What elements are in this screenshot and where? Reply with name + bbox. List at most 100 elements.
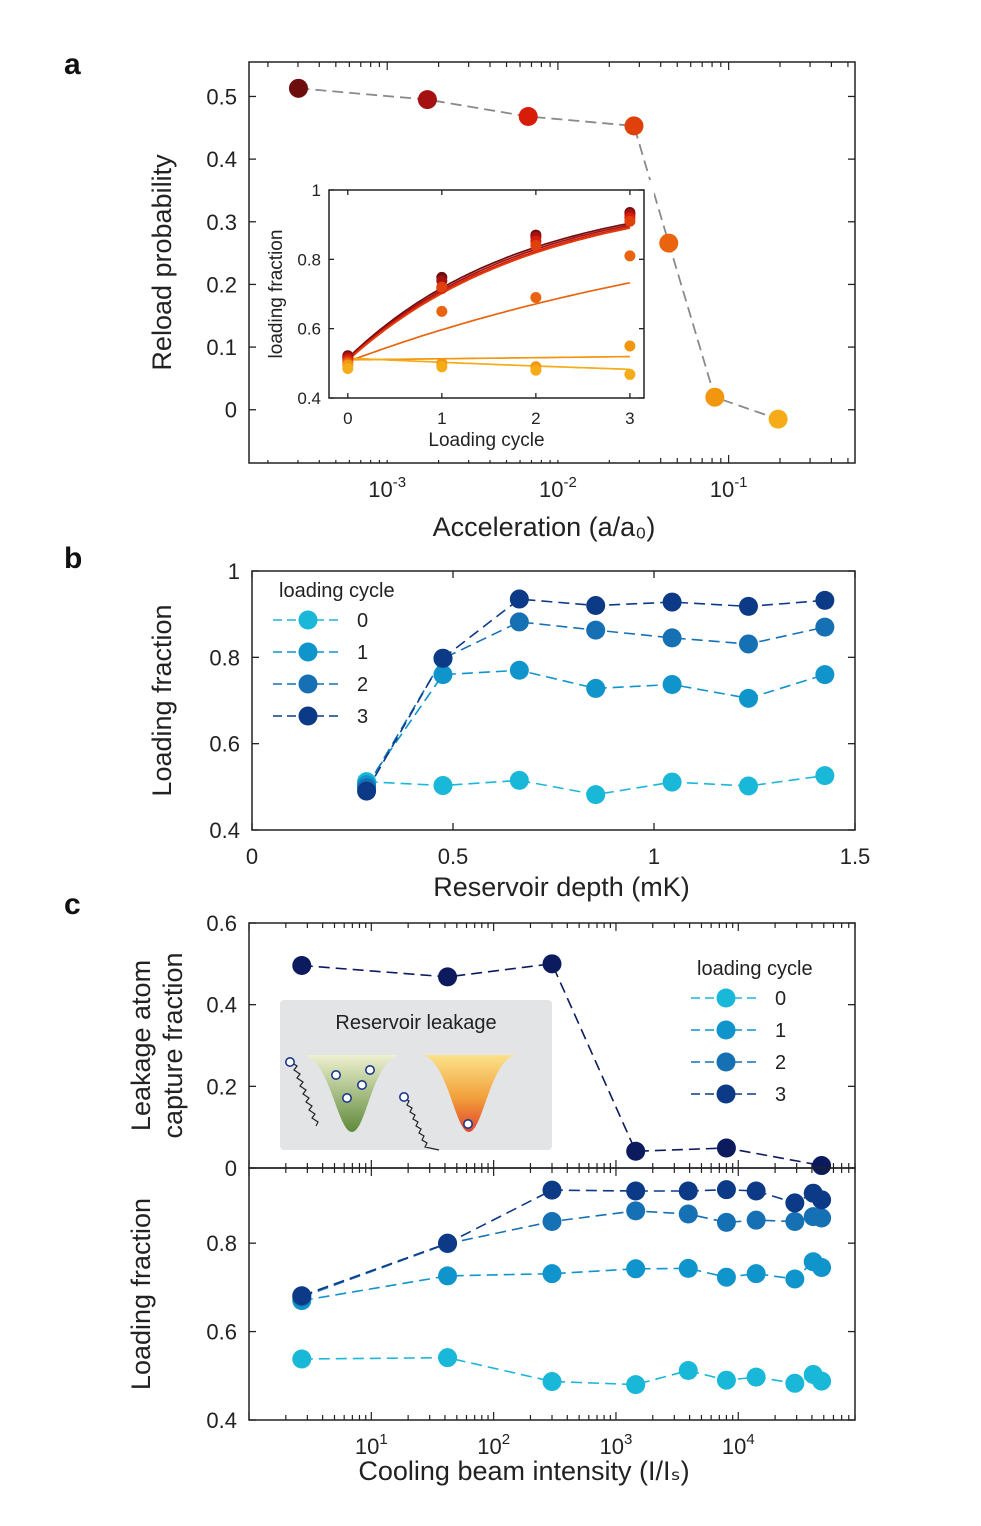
b-data-point — [586, 620, 606, 640]
a-data-point — [659, 233, 679, 253]
c-legend-label: 3 — [775, 1084, 786, 1106]
a-inset-data-point — [530, 291, 542, 303]
c-bottom-xtick-label: 104 — [722, 1431, 755, 1459]
a-inset-data-point — [436, 305, 448, 317]
a-ytick-label: 0.2 — [206, 272, 237, 297]
b-xlabel: Reservoir depth (mK) — [433, 872, 690, 902]
inset-atom-marker — [398, 1092, 409, 1103]
c-top-ylabel: Leakage atomcapture fraction — [126, 952, 188, 1138]
c-top-data-point — [438, 967, 458, 987]
c-bottom-series-line — [301, 1210, 822, 1298]
c-bottom-series-line — [301, 1188, 823, 1297]
c-bottom-data-point — [542, 1372, 562, 1392]
a-inset-background — [259, 180, 654, 460]
b-data-point — [662, 675, 682, 695]
b-data-point — [509, 660, 529, 680]
b-legend-label: 0 — [357, 610, 368, 632]
c-bottom-data-point — [542, 1264, 562, 1284]
b-legend-title: loading cycle — [279, 580, 395, 602]
a-inset-xtick-label: 3 — [625, 409, 634, 428]
b-data-point — [509, 589, 529, 609]
a-inset-fit-curve — [347, 222, 631, 359]
orange-leak-trajectory — [403, 1097, 440, 1151]
c-bottom-data-point — [438, 1266, 458, 1286]
c-bottom-data-point — [678, 1360, 698, 1380]
b-data-point — [738, 596, 758, 616]
a-inset-data-point — [342, 363, 354, 375]
a-inset-xtick-label: 2 — [531, 409, 540, 428]
a-ytick-label: 0 — [225, 398, 237, 423]
green-leak-trajectory — [290, 1061, 319, 1127]
c-bottom-data-point — [812, 1208, 832, 1228]
b-ylabel: Loading fraction — [147, 604, 177, 796]
panel-a-inset-chart: 0.4 0.6 0.8 1 0 1 2 3 Loading cycle loading fract… — [259, 180, 654, 460]
c-bottom-data-point — [716, 1267, 736, 1287]
b-data-point — [662, 592, 682, 612]
b-legend-marker — [298, 674, 318, 694]
b-legend-label: 3 — [357, 706, 368, 728]
a-inset-ytick-label: 0.8 — [297, 250, 321, 269]
b-data-point — [433, 776, 453, 796]
a-data-point — [417, 90, 437, 110]
a-data-point — [705, 387, 725, 407]
b-data-point — [509, 770, 529, 790]
c-legend-label: 1 — [775, 1020, 786, 1042]
a-inset-fit-curve — [347, 357, 630, 371]
c-legend-label: 0 — [775, 988, 786, 1010]
green-trap-well — [305, 1055, 399, 1132]
panel-c-bottom-chart: 0.4 0.6 0.8 101 102 103 104 Cooling beam intens… — [126, 1167, 856, 1486]
c-bottom-data-point — [716, 1370, 736, 1390]
c-bottom-data-point — [812, 1371, 832, 1391]
inset-atom-marker — [284, 1057, 295, 1068]
a-inset-data-point — [436, 361, 448, 373]
inset-atom-marker — [364, 1065, 375, 1076]
b-data-point — [357, 781, 377, 801]
c-bottom-data-point — [542, 1180, 562, 1200]
b-data-point — [662, 628, 682, 648]
b-data-point — [815, 665, 835, 685]
inset-atom-marker — [462, 1119, 473, 1130]
inset-atom-marker — [330, 1070, 341, 1081]
b-xtick-label: 0 — [246, 844, 258, 869]
c-bottom-data-point — [626, 1259, 646, 1279]
orange-trap-well — [422, 1055, 516, 1132]
a-inset-data-point — [624, 215, 636, 227]
c-bottom-data-point — [716, 1180, 736, 1200]
c-legend-marker — [716, 1084, 736, 1104]
c-bottom-data-point — [678, 1181, 698, 1201]
c-legend-marker — [716, 1052, 736, 1072]
c-top-data-point — [716, 1138, 736, 1158]
c-bottom-data-point — [785, 1193, 805, 1213]
c-legend-title: loading cycle — [697, 958, 813, 980]
c-bottom-data-point — [785, 1373, 805, 1393]
c-bottom-xtick-label: 101 — [355, 1431, 388, 1459]
a-inset-data-point — [436, 281, 448, 293]
b-ytick-label: 1 — [228, 559, 240, 584]
b-xtick-label: 1.5 — [840, 844, 871, 869]
c-legend-label: 2 — [775, 1052, 786, 1074]
a-inset-fit-curve — [347, 224, 631, 360]
b-ytick-label: 0.8 — [209, 645, 240, 670]
a-ytick-label: 0.3 — [206, 210, 237, 235]
c-bottom-ylabel: Loading fraction — [126, 1198, 156, 1390]
a-inset-fit-curve — [347, 225, 631, 361]
c-bottom-data-point — [678, 1258, 698, 1278]
c-bottom-data-point — [292, 1349, 312, 1369]
a-inset-ytick-label: 1 — [312, 181, 321, 200]
b-data-point — [586, 785, 606, 805]
a-ytick-label: 0.4 — [206, 147, 237, 172]
a-xtick-label: 10-2 — [539, 474, 577, 502]
c-top-ytick-label: 0.6 — [206, 911, 237, 936]
b-ytick-label: 0.6 — [209, 732, 240, 757]
c-top-series-line — [301, 962, 822, 1167]
c-bottom-data-point — [626, 1375, 646, 1395]
c-bottom-data-point — [812, 1257, 832, 1277]
a-inset-data-point — [530, 239, 542, 251]
c-bottom-series-line — [301, 1260, 823, 1302]
c-bottom-data-point — [626, 1181, 646, 1201]
a-axes-frame — [248, 61, 856, 464]
a-inset-xtick-label: 0 — [343, 409, 352, 428]
b-legend-label: 2 — [357, 674, 368, 696]
b-data-point — [433, 665, 453, 685]
panel-c-top-chart: 0 0.2 0.4 0.6 Leakage atomcapture fraction Re… — [126, 911, 856, 1181]
